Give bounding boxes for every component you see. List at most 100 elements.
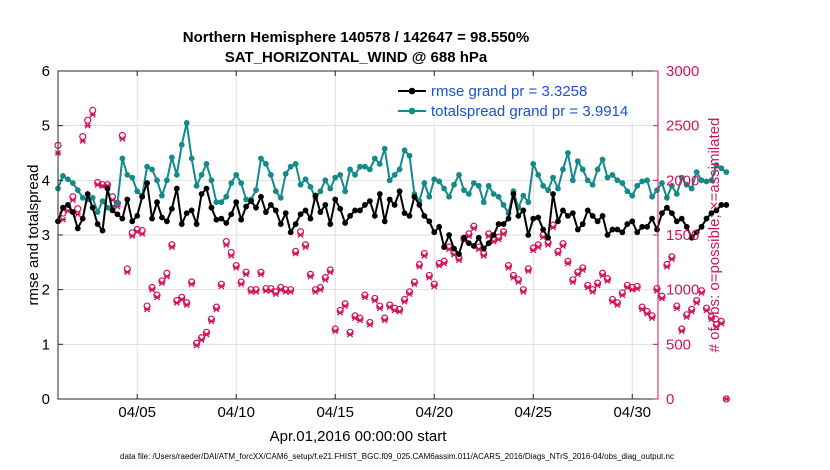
obs-assimilated-marker [183, 301, 190, 309]
y-tick-label-right: 500 [666, 336, 691, 353]
obs-assimilated-marker [421, 252, 428, 259]
totalspread-point [213, 199, 220, 206]
rmse-point [203, 185, 210, 192]
totalspread-point [198, 171, 205, 178]
totalspread-point [188, 155, 195, 162]
totalspread-point [159, 192, 165, 199]
totalspread-point [332, 174, 339, 181]
rmse-point [723, 202, 730, 208]
y-tick-label-left: 6 [42, 63, 50, 80]
obs-assimilated-marker [643, 310, 651, 317]
y-tick-label-right: 2500 [666, 118, 699, 135]
obs-assimilated-marker [564, 260, 572, 267]
rmse-point [411, 193, 418, 200]
totalspread-point [317, 188, 324, 195]
rmse-point [99, 227, 106, 234]
totalspread-point [178, 141, 185, 148]
obs-assimilated-marker [381, 317, 388, 324]
rmse-point [119, 215, 126, 222]
obs-assimilated-marker [648, 315, 656, 322]
obs-assimilated-marker [441, 260, 448, 267]
rmse-point [446, 232, 452, 238]
totalspread-point [94, 209, 101, 215]
totalspread-point [60, 173, 66, 179]
totalspread-point [624, 188, 631, 195]
obs-assimilated-marker [693, 299, 700, 306]
obs-assimilated-marker [678, 328, 685, 335]
totalspread-point [183, 120, 190, 126]
obs-assimilated-marker [148, 286, 156, 293]
obs-assimilated-marker [480, 252, 487, 259]
rmse-point [535, 214, 542, 221]
rmse-point [708, 210, 715, 217]
rmse-point [604, 232, 611, 238]
totalspread-point [119, 155, 126, 162]
legend-label-rmse: rmse grand pr = 3.3258 [431, 83, 587, 100]
obs-assimilated-marker [238, 281, 245, 288]
totalspread-point [396, 166, 403, 173]
rmse-point [282, 210, 289, 217]
totalspread-point [406, 152, 413, 159]
obs-assimilated-marker [609, 298, 616, 305]
totalspread-point [154, 177, 160, 184]
totalspread-point [644, 177, 651, 184]
rmse-point [515, 212, 522, 219]
rmse-point [441, 244, 448, 250]
totalspread-point [208, 177, 215, 184]
obs-assimilated-marker [549, 224, 557, 231]
obs-assimilated-marker [153, 294, 161, 301]
x-tick-label: 04/15 [316, 404, 354, 421]
x-tick-label: 04/30 [613, 404, 651, 421]
totalspread-point [149, 166, 155, 173]
totalspread-line [57, 122, 727, 216]
rmse-point [431, 229, 438, 236]
obs-assimilated-marker [163, 273, 171, 280]
obs-assimilated-marker [495, 236, 502, 243]
totalspread-point [718, 165, 725, 172]
obs-assimilated-marker [426, 274, 433, 281]
totalspread-point [371, 155, 378, 162]
obs-assimilated-marker [639, 306, 646, 313]
rmse-point [94, 221, 101, 227]
totalspread-point [664, 194, 670, 201]
totalspread-point [500, 202, 507, 208]
totalspread-point [475, 182, 482, 189]
rmse-point [317, 209, 324, 215]
rmse-point [168, 205, 175, 212]
totalspread-point [485, 182, 492, 189]
rmse-point [659, 210, 665, 217]
obs-assimilated-marker [465, 233, 473, 240]
totalspread-point [218, 199, 225, 206]
rmse-point [218, 215, 225, 222]
totalspread-point [698, 177, 705, 184]
rmse-point [574, 226, 581, 233]
obs-assimilated-marker [569, 278, 576, 286]
x-tick-label: 04/05 [118, 404, 156, 421]
obs-assimilated-marker [302, 243, 309, 251]
rmse-point [154, 199, 160, 206]
rmse-point [352, 207, 358, 214]
obs-assimilated-marker [485, 233, 492, 240]
totalspread-point [436, 178, 443, 185]
obs-assimilated-marker [475, 246, 482, 253]
rmse-point [109, 207, 116, 214]
totalspread-point [74, 187, 81, 194]
rmse-point [253, 204, 259, 211]
grid-lines [58, 71, 658, 399]
obs-assimilated-marker [168, 243, 175, 251]
rmse-point [465, 240, 472, 247]
rmse-point [292, 221, 299, 227]
rmse-point [238, 216, 245, 223]
totalspread-point [357, 163, 363, 170]
rmse-point [272, 207, 279, 214]
totalspread-point [599, 156, 606, 163]
totalspread-point [683, 181, 690, 188]
totalspread-point [540, 182, 547, 189]
obs-assimilated-marker [64, 207, 72, 215]
obs-assimilated-marker [396, 308, 403, 315]
rmse-point [698, 223, 705, 230]
rmse-point [594, 218, 601, 225]
chart-subtitle: SAT_HORIZONTAL_WIND @ 688 hPa [225, 49, 488, 66]
totalspread-point [565, 150, 571, 156]
obs-assimilated-marker [604, 277, 611, 284]
